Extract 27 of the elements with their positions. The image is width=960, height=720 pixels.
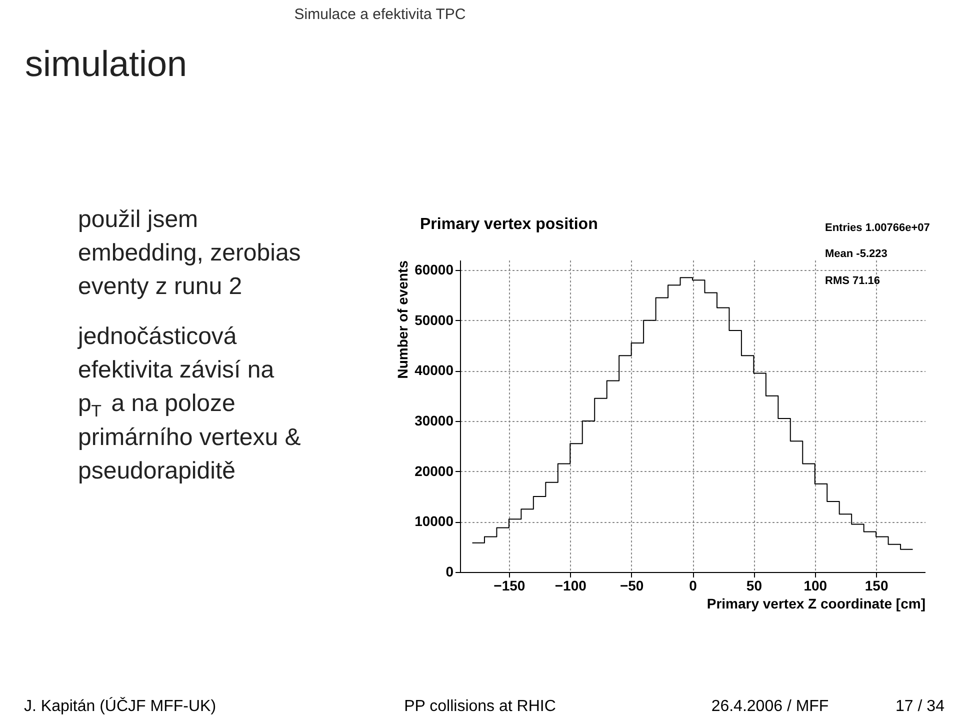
x-tick-label: −100: [554, 578, 587, 594]
text: simulation: [25, 43, 188, 84]
chart-title: Primary vertex position: [420, 216, 598, 233]
y-tick-label: 20000: [414, 462, 454, 479]
y-tick-label: 0: [446, 564, 454, 580]
x-tick-label: −150: [494, 578, 526, 594]
text: 17 / 34: [896, 698, 945, 715]
y-tick-label: 30000: [414, 412, 454, 429]
text: 26.4.2006 / MFF: [711, 698, 829, 715]
text: použil jsem embedding, zerobias eventy z runu 2: [78, 206, 301, 300]
x-tick-label: 100: [804, 578, 828, 594]
y-tick-label: 60000: [414, 262, 454, 278]
x-tick-label: 150: [864, 578, 888, 594]
y-axis-title: Number of events: [394, 260, 411, 379]
text: J. Kapitán (ÚČJF MFF-UK): [24, 697, 216, 715]
y-tick-label: 40000: [414, 362, 454, 378]
annotation: RMS 71.16: [825, 275, 880, 287]
x-tick-label: 50: [746, 578, 762, 594]
text: Simulace a efektivita TPC: [294, 6, 466, 23]
y-tick-label: 50000: [414, 312, 454, 328]
text: PP collisions at RHIC: [404, 698, 556, 715]
text: Entries 1.00766e+07: [825, 222, 930, 234]
text: Mean -5.223: [825, 248, 888, 260]
x-tick-label: 0: [689, 578, 698, 594]
x-axis-title: Primary vertex Z coordinate [cm]: [706, 596, 926, 612]
y-tick-label: 10000: [414, 513, 454, 530]
x-tick-label: −50: [620, 578, 644, 594]
